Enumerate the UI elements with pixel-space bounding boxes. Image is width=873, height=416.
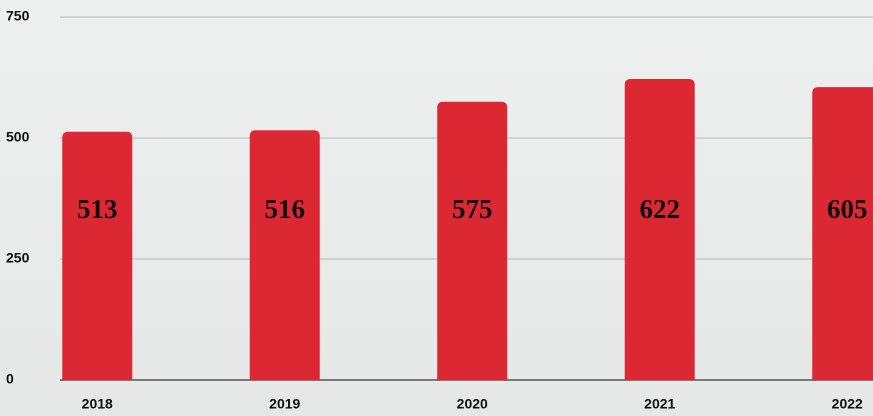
x-tick-label: 2021 [644,396,675,412]
value-label: 575 [452,194,493,224]
x-tick-label: 2019 [269,396,300,412]
x-tick-label: 2018 [82,396,113,412]
value-label: 605 [827,194,868,224]
value-label: 513 [77,194,118,224]
bar [812,87,873,380]
x-tick-label: 2022 [832,396,863,412]
bar [62,131,133,380]
y-tick-label: 0 [6,371,14,387]
value-label: 622 [640,194,681,224]
y-tick-label: 750 [6,8,30,24]
value-label: 516 [265,194,306,224]
bar [249,130,320,380]
x-tick-label: 2020 [457,396,488,412]
y-tick-label: 500 [6,129,30,145]
bar [624,78,695,381]
y-tick-label: 250 [6,250,30,266]
bar [437,101,508,380]
